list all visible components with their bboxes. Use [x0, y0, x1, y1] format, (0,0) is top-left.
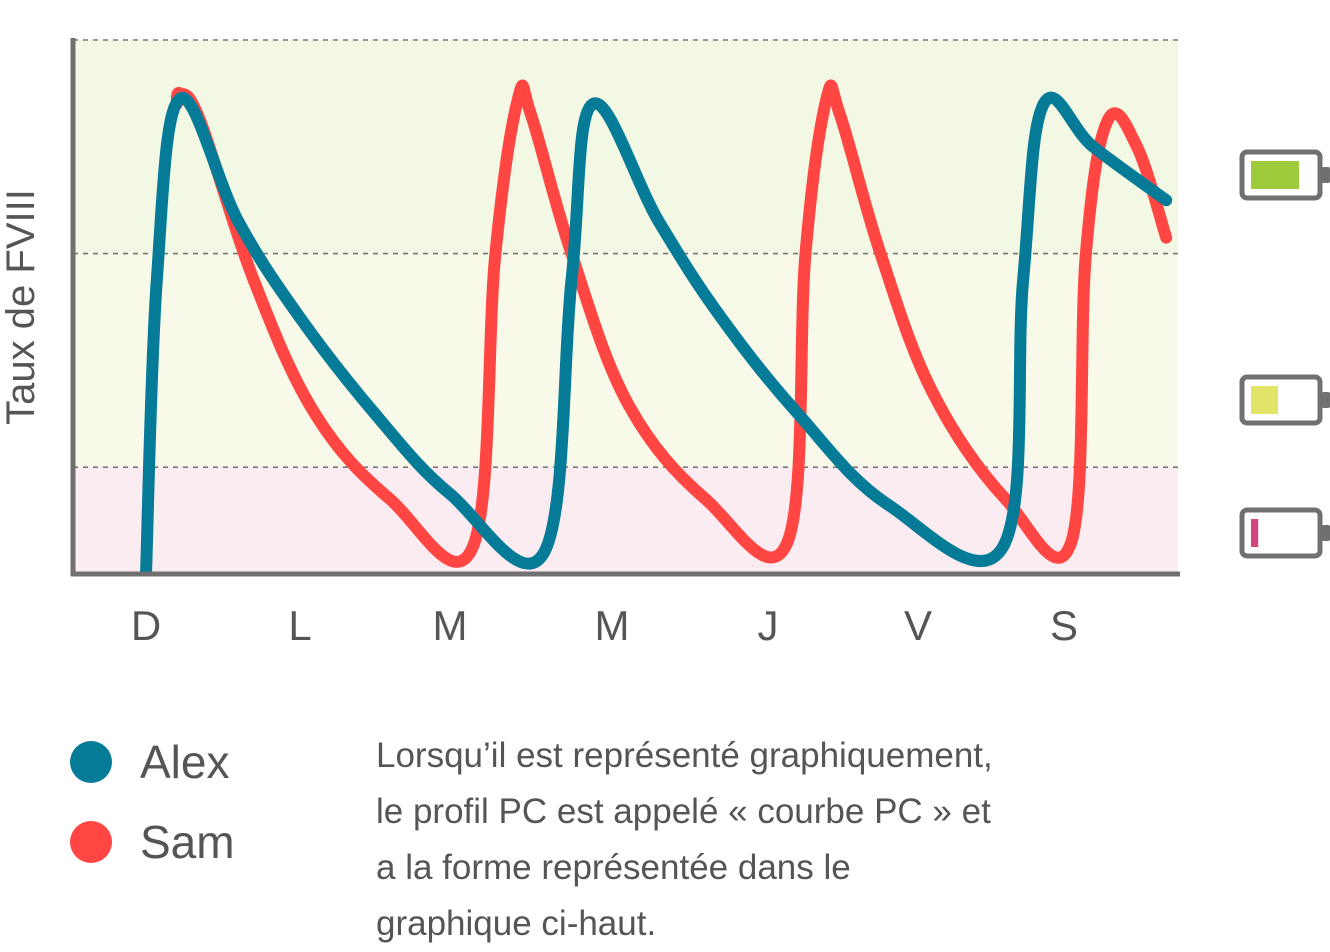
y-axis-title: Taux de FVIII	[0, 189, 43, 425]
legend-item-sam: Sam	[70, 802, 235, 882]
series-line-alex	[140, 91, 1173, 574]
series-line-sam	[170, 79, 1173, 568]
x-tick-label: S	[1050, 602, 1078, 649]
x-tick-label: J	[758, 602, 779, 649]
battery-icons	[1239, 149, 1330, 559]
legend-label-alex: Alex	[140, 736, 230, 788]
caption-text: Lorsqu’il est représenté graphiquement, …	[376, 736, 993, 943]
axes	[70, 38, 1180, 577]
x-tick-label: D	[131, 602, 161, 649]
x-tick-label: M	[433, 602, 468, 649]
chart: D L M M J V S Taux de FVIII	[0, 38, 1330, 649]
x-tick-label: M	[595, 602, 630, 649]
x-tick-label: L	[288, 602, 311, 649]
battery-tip	[1322, 167, 1330, 183]
legend-item-alex: Alex	[70, 722, 235, 802]
battery-full-icon	[1239, 149, 1330, 201]
battery-low-icon	[1239, 507, 1330, 559]
legend: Alex Sam	[70, 722, 235, 882]
legend-label-sam: Sam	[140, 816, 235, 868]
battery-level	[1251, 519, 1259, 547]
battery-level	[1251, 386, 1278, 414]
zone-band-1	[73, 253, 1178, 468]
x-tick-label: V	[904, 602, 932, 649]
battery-tip	[1322, 525, 1330, 541]
series-lines	[140, 79, 1173, 574]
legend-dot-alex	[70, 741, 112, 783]
battery-body	[1239, 507, 1323, 559]
legend-dot-sam	[70, 821, 112, 863]
battery-level	[1251, 161, 1299, 189]
battery-medium-icon	[1239, 374, 1330, 426]
battery-tip	[1322, 392, 1330, 408]
